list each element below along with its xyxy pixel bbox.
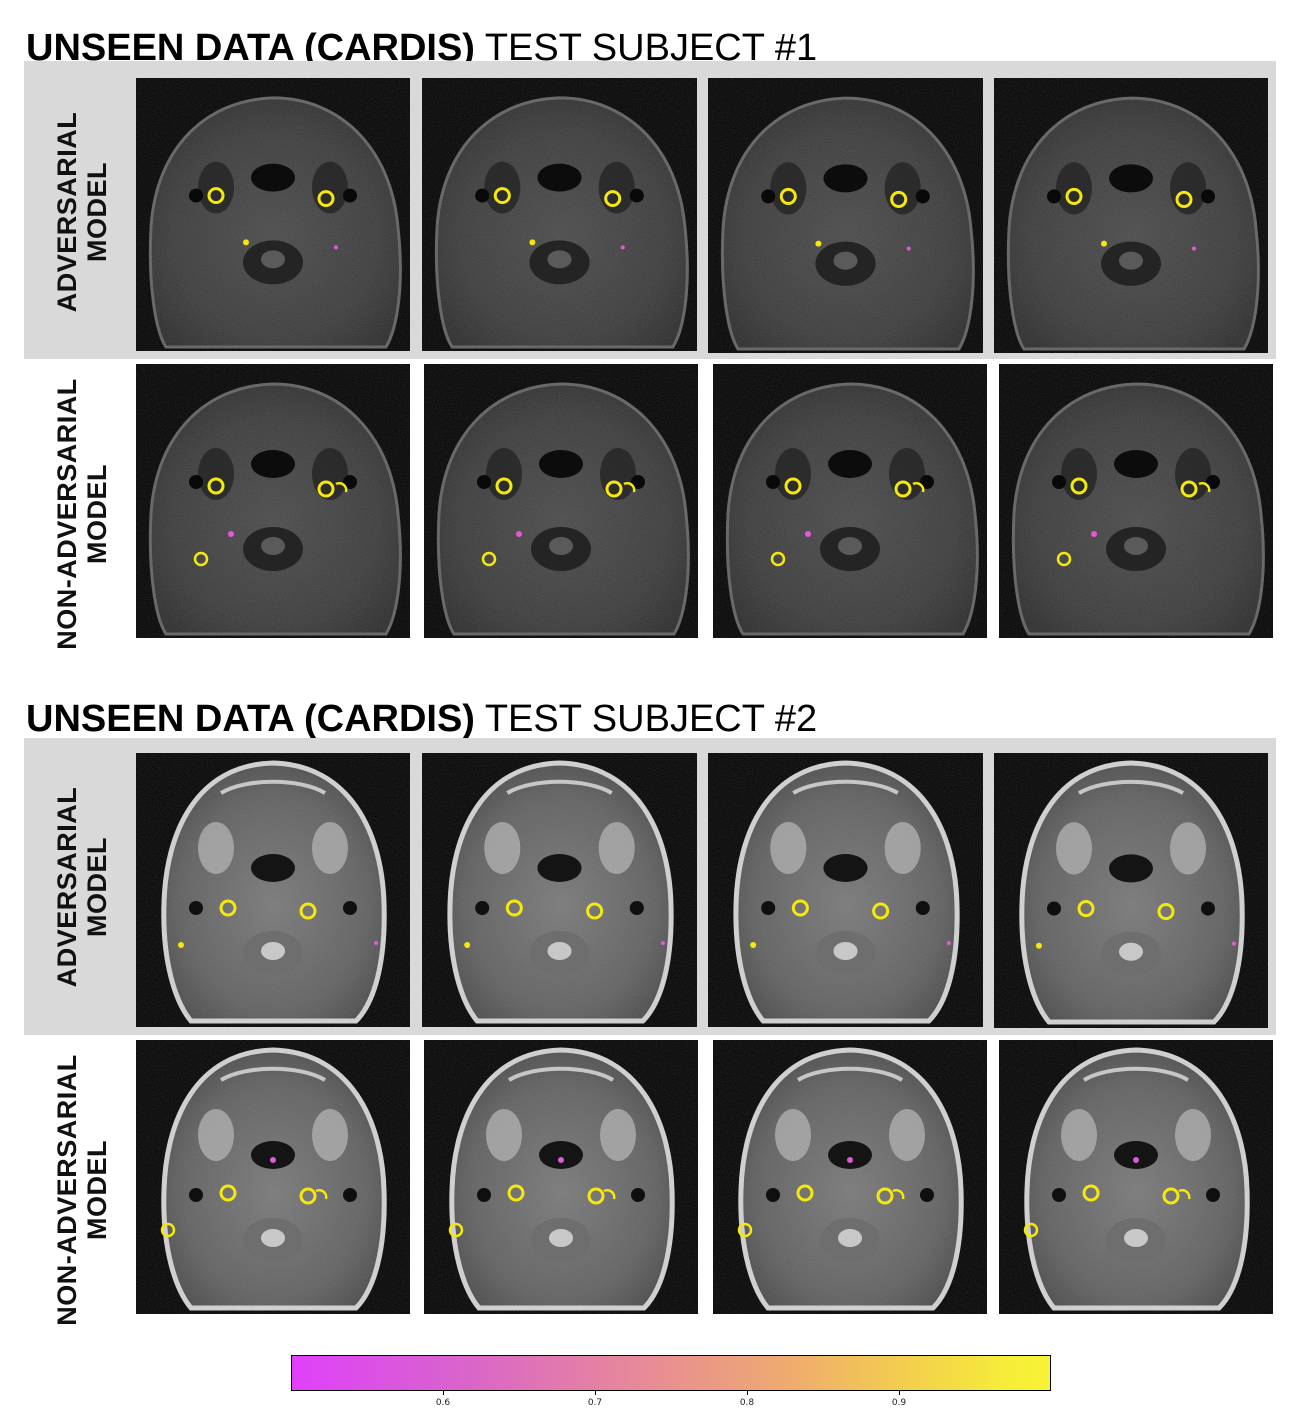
mri-slice-image [136,78,410,351]
subject-2-title-bold: UNSEEN DATA (CARDIS) [26,698,475,740]
mri-slice-image [708,753,983,1027]
colorbar-tick [443,1391,444,1395]
colorbar-tick-label: 0.6 [435,1398,451,1408]
label-line1: ADVERSARIAL [52,786,82,988]
mri-slice-image [136,364,410,638]
label-line1: ADVERSARIAL [52,111,82,313]
mri-slice-image [999,1040,1273,1314]
label-line2: MODEL [82,837,112,938]
label-line1: NON-ADVERSARIAL [52,378,82,650]
probability-colorbar [291,1355,1051,1391]
colorbar-tick-label: 0.8 [739,1398,755,1408]
mri-slice-image [713,1040,987,1314]
mri-slice-image [422,753,697,1027]
colorbar-tick-label: 0.7 [587,1398,603,1408]
mri-slice-image [424,1040,698,1314]
mri-slice-image [136,753,410,1027]
label-line1: NON-ADVERSARIAL [52,1054,82,1326]
mri-slice-image [422,78,697,351]
colorbar-tick [747,1391,748,1395]
label-line2: MODEL [82,464,112,565]
label-line2: MODEL [82,162,112,263]
colorbar-tick [899,1391,900,1395]
label-line2: MODEL [82,1140,112,1241]
mri-slice-image [713,364,987,638]
mri-slice-image [424,364,698,638]
mri-slice-image [136,1040,410,1314]
mri-slice-image [999,364,1273,638]
colorbar-tick-label: 0.9 [891,1398,907,1408]
colorbar-tick [595,1391,596,1395]
subject-2-title-rest: TEST SUBJECT #2 [474,698,818,740]
mri-slice-image [708,78,983,353]
subject-2-title: UNSEEN DATA (CARDIS) TEST SUBJECT #2 [26,699,817,739]
mri-slice-image [994,78,1268,353]
mri-slice-image [994,753,1268,1028]
